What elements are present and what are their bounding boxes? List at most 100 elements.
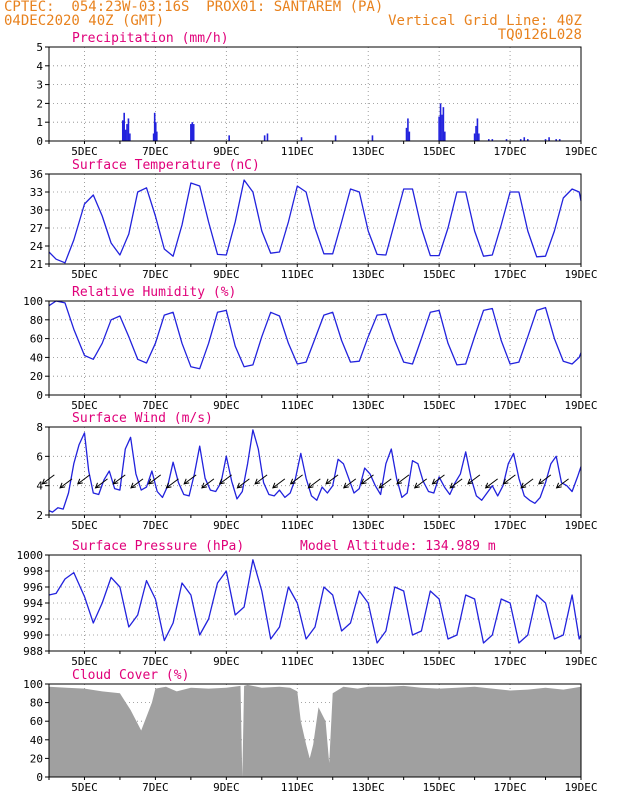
precip-bar: [152, 133, 155, 141]
wind-arrow: [556, 478, 569, 489]
y-tick-label: 80: [30, 314, 43, 327]
wind-arrow: [272, 478, 286, 489]
y-tick-label: 0: [36, 389, 43, 402]
x-tick-label: 17DEC: [494, 655, 527, 668]
precip-bar: [154, 122, 157, 141]
panel-frame: [48, 46, 582, 142]
y-tick-label: 40: [30, 734, 43, 747]
panel-title-precip: Precipitation (mm/h): [72, 31, 229, 46]
wind-arrowhead: [147, 478, 154, 485]
panel-frame: [48, 426, 582, 516]
y-tick-label: 1: [36, 116, 43, 129]
wind-arrowhead: [218, 478, 225, 485]
wind-arrow: [166, 478, 179, 489]
header-grid-note: Vertical Grid Line: 40Z: [388, 13, 582, 29]
cloud-cover-area: [49, 684, 581, 777]
wind-arrowhead: [555, 482, 562, 489]
y-tick-label: 30: [30, 204, 43, 217]
x-tick-label: 17DEC: [494, 399, 527, 412]
wind-arrow: [414, 478, 428, 489]
precip-bar: [487, 139, 490, 141]
y-tick-label: 24: [30, 240, 44, 253]
panel-cloud: 0 20 40 60 80 100 5DEC 7DEC 9DEC 11DEC 13DEC 15DEC 1…: [23, 668, 597, 794]
precip-bar: [408, 131, 411, 141]
y-tick-label: 80: [30, 697, 43, 710]
precip-bar: [527, 139, 529, 141]
wind-series-line: [48, 429, 582, 513]
precip-bar: [228, 135, 230, 141]
x-tick-label: 5DEC: [71, 781, 98, 794]
wind-arrow: [308, 478, 321, 489]
precip-bar: [544, 139, 547, 141]
wind-arrow: [112, 474, 126, 485]
wind-arrowhead: [378, 482, 385, 489]
precip-bar: [444, 131, 446, 141]
x-tick-label: 15DEC: [423, 781, 456, 794]
panel-title-temp: Surface Temperature (nC): [72, 158, 260, 173]
precip-bar: [476, 118, 479, 141]
x-tick-label: 17DEC: [494, 268, 527, 281]
x-tick-label: 5DEC: [71, 519, 98, 532]
wind-arrowhead: [165, 482, 172, 489]
x-tick-label: 17DEC: [494, 145, 527, 158]
precip-bar: [491, 139, 494, 141]
wind-arrow: [95, 478, 108, 489]
x-tick-label: 15DEC: [423, 268, 456, 281]
x-tick-label: 19DEC: [564, 655, 597, 668]
wind-arrow: [503, 474, 516, 485]
x-tick-label: 13DEC: [352, 268, 385, 281]
x-tick-label: 13DEC: [352, 655, 385, 668]
precip-bar: [473, 133, 476, 141]
precip-bar: [371, 135, 374, 141]
precip-bar: [156, 131, 158, 141]
wind-arrowhead: [449, 482, 456, 489]
precip-bar: [523, 137, 526, 141]
wind-arrow: [148, 474, 162, 485]
precip-bar: [442, 107, 445, 141]
wind-arrow: [538, 474, 552, 485]
wind-arrow: [219, 474, 232, 485]
panel-title-rh: Relative Humidity (%): [72, 285, 236, 300]
x-tick-label: 15DEC: [423, 655, 456, 668]
y-tick-label: 6: [36, 450, 43, 463]
x-tick-label: 7DEC: [142, 781, 169, 794]
panel-title-wind: Surface Wind (m/s): [72, 411, 213, 426]
x-tick-label: 7DEC: [142, 145, 169, 158]
precip-bar: [478, 133, 480, 141]
wind-arrowhead: [520, 482, 527, 489]
x-tick-label: 11DEC: [281, 399, 314, 412]
x-tick-label: 9DEC: [213, 268, 240, 281]
x-tick-label: 15DEC: [423, 519, 456, 532]
x-tick-label: 19DEC: [564, 519, 597, 532]
wind-arrowhead: [325, 478, 332, 485]
x-tick-label: 9DEC: [213, 781, 240, 794]
wind-arrowhead: [307, 482, 314, 489]
panel-frame: [48, 173, 582, 265]
wind-arrow: [485, 478, 498, 489]
precip-bar: [475, 125, 477, 141]
wind-arrow: [396, 474, 410, 485]
wind-arrowhead: [59, 482, 66, 489]
y-tick-label: 988: [23, 645, 43, 658]
wind-arrowhead: [254, 478, 261, 485]
wind-arrow: [378, 478, 392, 489]
wind-arrow: [201, 478, 215, 489]
precip-bar: [439, 103, 442, 141]
wind-arrowhead: [272, 482, 278, 489]
y-tick-label: 40: [30, 351, 43, 364]
panel-precip: 0 1 2 3 4 5 5DEC 7DEC 9DEC 11DEC 13DEC 15DEC 17DEC 19…: [36, 31, 597, 158]
x-tick-label: 15DEC: [423, 399, 456, 412]
x-tick-label: 11DEC: [281, 268, 314, 281]
y-tick-label: 8: [36, 421, 43, 434]
precip-bar: [127, 118, 130, 141]
y-tick-label: 27: [30, 222, 43, 235]
y-tick-label: 60: [30, 333, 43, 346]
y-tick-label: 5: [36, 41, 43, 54]
x-tick-label: 5DEC: [71, 399, 98, 412]
x-tick-label: 11DEC: [281, 145, 314, 158]
x-tick-label: 7DEC: [142, 655, 169, 668]
wind-arrow: [325, 474, 339, 485]
x-tick-label: 11DEC: [281, 655, 314, 668]
x-tick-label: 7DEC: [142, 399, 169, 412]
